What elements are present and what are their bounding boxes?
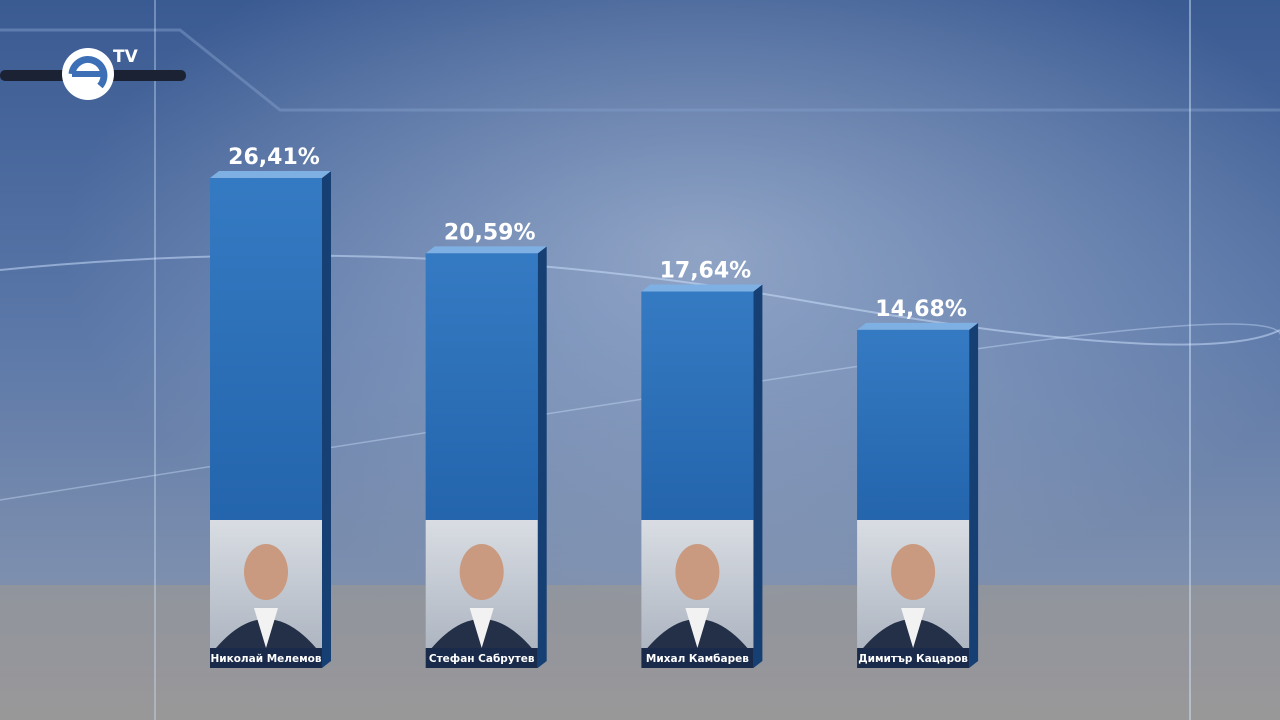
bar-side [322,170,331,669]
candidate-name: Димитър Кацаров [858,653,968,665]
bar-top [210,170,331,178]
value-label: 14,68% [875,297,967,322]
chart: Николай Мелемов 26,41% Стефан Сабрутев 20,5… [210,145,979,669]
photo-head [675,544,720,600]
bar-side [969,322,979,668]
bar-side [537,246,547,668]
photo-head [459,544,504,600]
name-plate [210,648,322,668]
decor-line [0,28,1280,112]
bar-top [857,322,979,330]
photo-head [891,544,936,600]
bar-top [425,246,547,254]
bar-top [641,284,763,292]
bar-shade [425,253,538,520]
photo-shirt [469,608,494,648]
bar-shade [210,177,322,521]
candidate-name: Николай Мелемов [210,653,321,665]
bar-side [753,284,763,668]
value-label: 26,41% [228,145,320,170]
bar-shade [857,329,970,520]
bar-shade [641,291,754,520]
photo-head [244,544,288,600]
candidate-name: Михал Камбарев [646,653,749,665]
photo-shirt [254,608,278,648]
name-plate [641,648,754,668]
logo-text: TV [113,47,139,67]
floor-band [0,585,1280,720]
value-label: 17,64% [660,259,752,284]
photo-shirt [685,608,710,648]
photo-shirt [901,608,926,648]
logo-e [68,56,108,89]
logo: TV [0,47,186,100]
candidate-name: Стефан Сабрутев [429,653,535,665]
name-plate [857,648,970,668]
name-plate [425,648,538,668]
value-label: 20,59% [444,220,536,245]
